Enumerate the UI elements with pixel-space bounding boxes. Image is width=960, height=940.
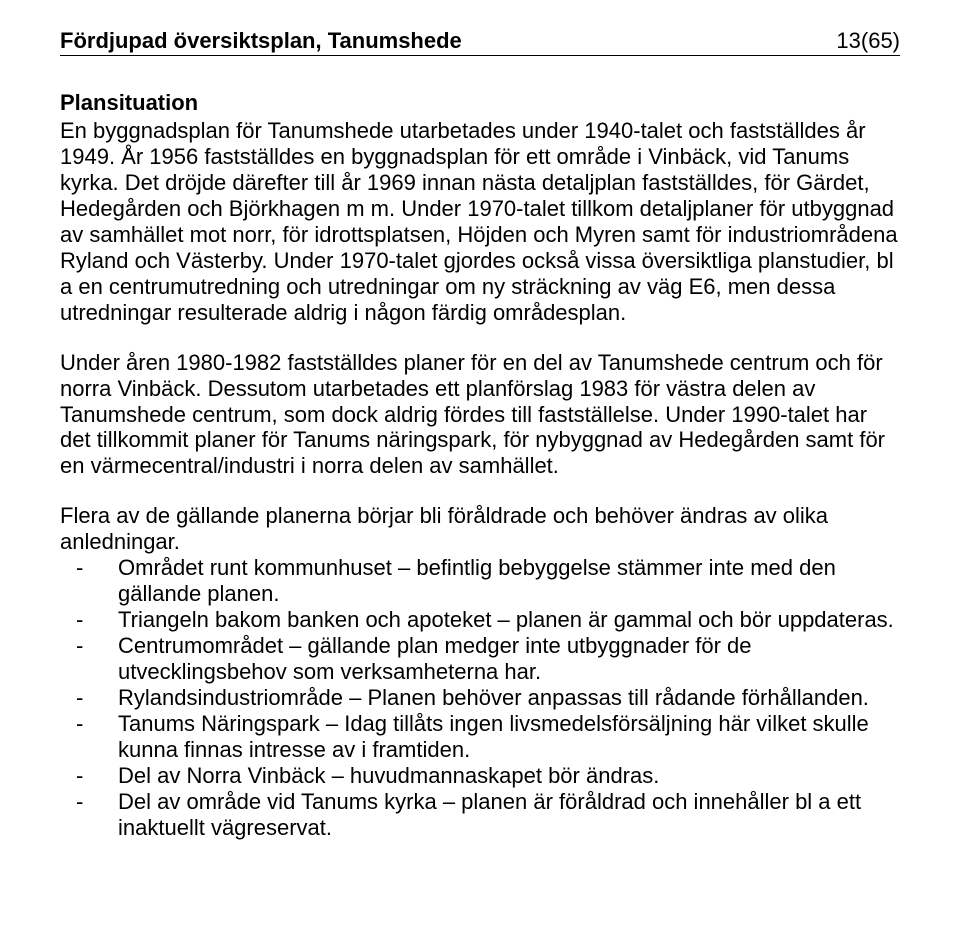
list-item: - Triangeln bakom banken och apoteket – … <box>60 607 900 633</box>
body-paragraph: Under åren 1980-1982 fastställdes planer… <box>60 350 900 480</box>
list-item: - Området runt kommunhuset – befintlig b… <box>60 555 900 607</box>
header-title: Fördjupad översiktsplan, Tanumshede <box>60 28 462 54</box>
dash-icon: - <box>60 711 118 737</box>
list-item-text: Triangeln bakom banken och apoteket – pl… <box>118 607 900 633</box>
dash-icon: - <box>60 555 118 581</box>
header-page-number: 13(65) <box>836 28 900 54</box>
list-item: - Del av område vid Tanums kyrka – plane… <box>60 789 900 841</box>
page-header: Fördjupad översiktsplan, Tanumshede 13(6… <box>60 28 900 56</box>
list-item-text: Tanums Näringspark – Idag tillåts ingen … <box>118 711 900 763</box>
list-item-text: Området runt kommunhuset – befintlig beb… <box>118 555 900 607</box>
dash-icon: - <box>60 633 118 659</box>
list-item: - Centrumområdet – gällande plan medger … <box>60 633 900 685</box>
body-paragraph: En byggnadsplan för Tanumshede utarbetad… <box>60 118 900 326</box>
list-item-text: Centrumområdet – gällande plan medger in… <box>118 633 900 685</box>
page-container: Fördjupad översiktsplan, Tanumshede 13(6… <box>0 0 960 881</box>
dash-icon: - <box>60 763 118 789</box>
section-heading: Plansituation <box>60 90 900 116</box>
list-item-text: Del av Norra Vinbäck – huvudmannaskapet … <box>118 763 900 789</box>
body-paragraph: Flera av de gällande planerna börjar bli… <box>60 503 900 555</box>
dash-icon: - <box>60 607 118 633</box>
list-item: - Rylandsindustriområde – Planen behöver… <box>60 685 900 711</box>
list-item: - Tanums Näringspark – Idag tillåts inge… <box>60 711 900 763</box>
bullet-list: - Området runt kommunhuset – befintlig b… <box>60 555 900 840</box>
list-item-text: Rylandsindustriområde – Planen behöver a… <box>118 685 900 711</box>
dash-icon: - <box>60 789 118 815</box>
list-item-text: Del av område vid Tanums kyrka – planen … <box>118 789 900 841</box>
list-item: - Del av Norra Vinbäck – huvudmannaskape… <box>60 763 900 789</box>
dash-icon: - <box>60 685 118 711</box>
